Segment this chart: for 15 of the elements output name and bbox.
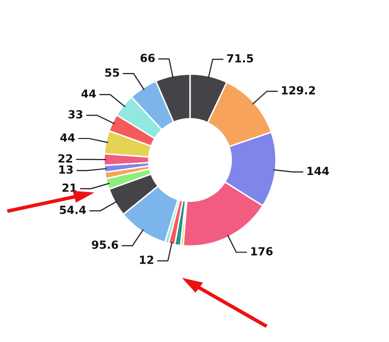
data-label: 66 <box>140 54 155 62</box>
data-label: 54.4 <box>60 206 86 214</box>
data-label: 12 <box>140 256 154 264</box>
data-label: 176 <box>251 247 273 256</box>
data-label: 21 <box>62 184 76 192</box>
data-label: 55 <box>105 68 120 77</box>
data-label: 22 <box>58 154 72 162</box>
data-label: 129.2 <box>282 86 315 94</box>
data-label: 44 <box>60 133 75 142</box>
data-label: 44 <box>81 90 96 98</box>
data-label: 33 <box>68 110 82 119</box>
data-label: 71.5 <box>227 54 254 63</box>
data-label: 95.6 <box>92 240 118 249</box>
data-label: 13 <box>59 165 73 174</box>
data-label: 144 <box>308 166 329 176</box>
